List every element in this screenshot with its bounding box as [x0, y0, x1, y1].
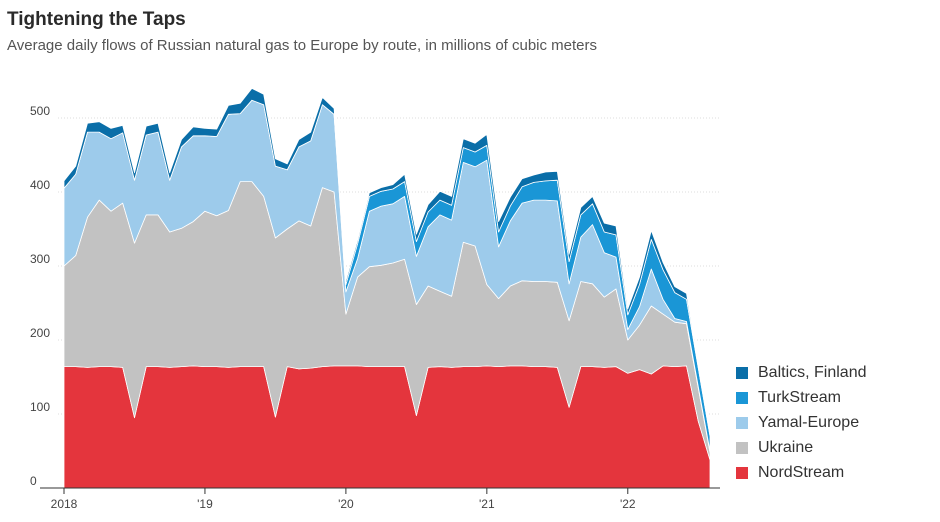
y-tick-label: 300: [30, 252, 50, 266]
x-tick-label: '20: [338, 497, 354, 511]
legend-label: Yamal-Europe: [758, 413, 860, 431]
y-tick-label: 500: [30, 104, 50, 118]
legend-label: Ukraine: [758, 438, 814, 456]
chart-subtitle: Average daily flows of Russian natural g…: [7, 37, 598, 54]
legend-item: Yamal-Europe: [736, 410, 867, 435]
x-tick-label: 2018: [51, 497, 78, 511]
chart-title: Tightening the Taps: [7, 9, 186, 30]
y-tick-label: 0: [30, 474, 37, 488]
legend-item: Ukraine: [736, 435, 867, 460]
area-baltics-finland: [63, 88, 711, 437]
legend-swatch: [736, 416, 748, 429]
y-tick-label: 200: [30, 326, 50, 340]
legend-label: NordStream: [758, 463, 845, 481]
y-tick-label: 100: [30, 400, 50, 414]
area-nordstream: [63, 365, 711, 489]
legend-swatch: [736, 441, 748, 454]
y-tick-label: 400: [30, 178, 50, 192]
legend-label: TurkStream: [758, 388, 841, 406]
x-tick-label: '21: [479, 497, 495, 511]
legend-item: Baltics, Finland: [736, 360, 867, 385]
x-tick-label: '19: [197, 497, 213, 511]
legend: Baltics, Finland TurkStream Yamal-Europe Uk…: [736, 360, 867, 485]
legend-item: NordStream: [736, 460, 867, 485]
legend-swatch: [736, 366, 748, 379]
x-tick-label: '22: [620, 497, 636, 511]
legend-item: TurkStream: [736, 385, 867, 410]
legend-swatch: [736, 466, 748, 479]
legend-swatch: [736, 391, 748, 404]
legend-label: Baltics, Finland: [758, 363, 867, 381]
